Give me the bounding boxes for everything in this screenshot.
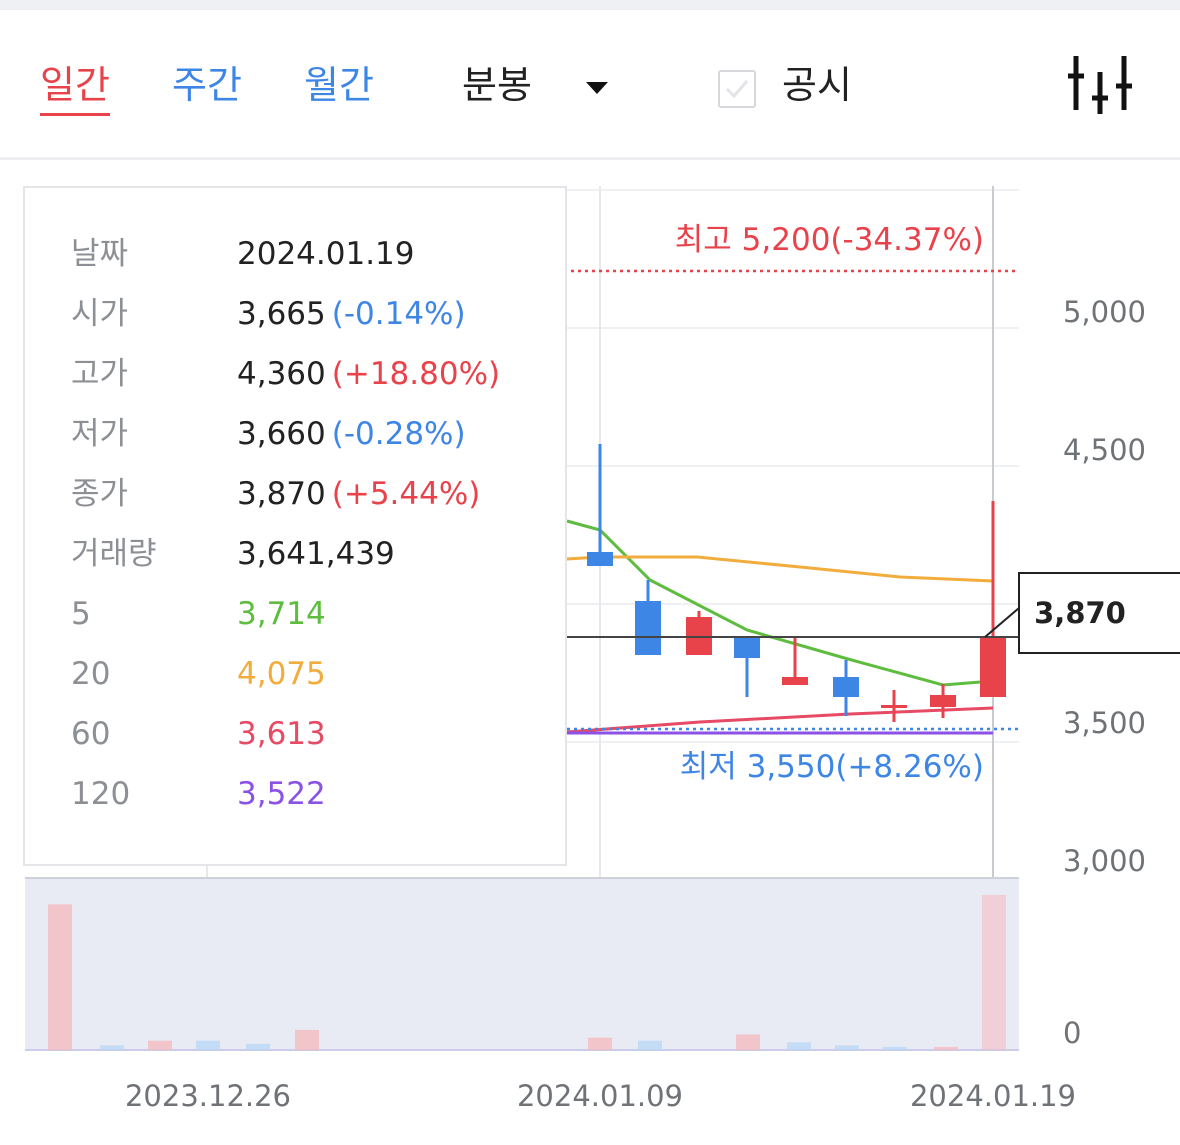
volume-bars [48, 895, 1006, 1050]
volume-bar [148, 1040, 172, 1050]
current-price-value: 3,870 [1034, 596, 1126, 630]
chevron-down-icon[interactable] [586, 82, 608, 94]
tab-daily[interactable]: 일간 [40, 63, 110, 116]
moving-average-lines [566, 519, 994, 735]
volume-tick-label: 0 [1063, 1016, 1081, 1050]
low-value: 3,660 [237, 416, 326, 452]
high-change: (+18.80%) [331, 356, 501, 392]
minute-candle-select[interactable]: 분봉 [462, 63, 532, 107]
high-label: 고가 [71, 356, 129, 392]
ma60-value: 3,613 [237, 716, 326, 752]
volume-bar [295, 1029, 319, 1050]
ohlc-info-panel: 날짜 2024.01.19 시가 3,665 (-0.14%) 고가 4,360(… [23, 186, 567, 866]
candle-body [635, 601, 661, 655]
volume-value: 3,641,439 [237, 536, 395, 572]
open-label: 시가 [71, 296, 129, 332]
volume-bar [736, 1034, 760, 1050]
price-tick-label: 3,500 [1063, 706, 1146, 740]
tab-weekly[interactable]: 주간 [172, 63, 242, 107]
tab-monthly[interactable]: 월간 [304, 63, 374, 107]
open-value: 3,665 [237, 296, 326, 332]
candle-body [587, 552, 613, 566]
close-change: (+5.44%) [331, 476, 481, 512]
date-label: 날짜 [71, 236, 129, 272]
check-icon [725, 80, 749, 99]
candle-body [782, 677, 808, 685]
ma120-value: 3,522 [237, 776, 326, 812]
ma5-value: 3,714 [237, 596, 326, 632]
candle-body [930, 695, 956, 707]
close-label: 종가 [71, 476, 129, 512]
reference-lines: 최고 5,200(-34.37%) 최저 3,550(+8.26%) 3,870 [567, 222, 1180, 785]
ma60-label: 60 [71, 716, 111, 752]
date-tick-label: 2023.12.26 [125, 1079, 291, 1113]
volume-label: 거래량 [71, 536, 157, 572]
top-strip [0, 0, 1180, 10]
date-tick-label: 2024.01.19 [910, 1079, 1076, 1113]
ma5-label: 5 [71, 596, 91, 632]
ma20-value: 4,075 [237, 656, 326, 692]
volume-bar [934, 1046, 958, 1050]
volume-bar [638, 1040, 662, 1050]
current-price-box [1018, 572, 1180, 654]
price-chart[interactable]: 최고 5,200(-34.37%) 최저 3,550(+8.26%) 3,870 5… [0, 160, 1180, 1145]
volume-bar [982, 895, 1006, 1050]
date-tick-label: 2024.01.09 [517, 1079, 683, 1113]
open-change: (-0.14%) [331, 296, 466, 332]
ma120-label: 120 [71, 776, 131, 812]
volume-panel-background [25, 878, 1019, 1050]
date-value: 2024.01.19 [237, 236, 415, 272]
ma20-label: 20 [71, 656, 111, 692]
chart-toolbar: 일간 주간 월간 분봉 공시 [0, 10, 1180, 160]
ma60-line [566, 706, 994, 734]
disclosure-checkbox[interactable] [718, 70, 756, 108]
candle-body [734, 638, 760, 658]
volume-bar [835, 1045, 859, 1050]
highest-price-label: 최고 5,200(-34.37%) [675, 222, 984, 258]
volume-bar [883, 1046, 907, 1050]
volume-bar [246, 1043, 270, 1050]
volume-bar [588, 1037, 612, 1050]
price-tick-label: 4,500 [1063, 433, 1146, 467]
axis-labels: 5,000 4,500 3,500 3,000 0 2023.12.26 2024.01.0… [125, 295, 1146, 1113]
candle-body [833, 677, 859, 697]
volume-bar [787, 1042, 811, 1050]
price-tick-label: 5,000 [1063, 295, 1146, 329]
current-price-pointer [984, 607, 1020, 638]
toolbar-divider [0, 157, 1180, 160]
low-label: 저가 [71, 416, 129, 452]
candle-body [980, 637, 1006, 697]
price-tick-label: 3,000 [1063, 844, 1146, 878]
candle-body [881, 705, 907, 708]
chart-settings-icon[interactable] [1062, 50, 1138, 116]
volume-bar [196, 1040, 220, 1050]
disclosure-label: 공시 [782, 63, 852, 107]
low-change: (-0.28%) [331, 416, 466, 452]
volume-bar [48, 904, 72, 1050]
candles [587, 444, 1006, 722]
high-value: 4,360 [237, 356, 326, 392]
lowest-price-label: 최저 3,550(+8.26%) [680, 749, 984, 785]
close-value: 3,870 [237, 476, 326, 512]
volume-bar [100, 1045, 124, 1050]
